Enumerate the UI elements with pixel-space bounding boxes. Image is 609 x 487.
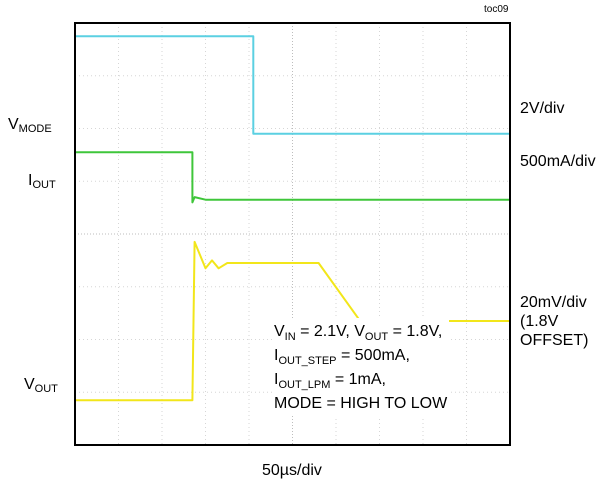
condition-text: = 2.1V, V <box>295 323 365 340</box>
condition-subscript: OUT_LPM <box>278 379 331 391</box>
iout-label: IOUT <box>28 172 56 191</box>
condition-text: I <box>274 371 279 388</box>
condition-line: IOUT_LPM = 1mA, <box>274 368 447 392</box>
condition-subscript: OUT_STEP <box>278 355 337 367</box>
condition-subscript: OUT <box>364 331 389 343</box>
condition-text: = 1mA, <box>330 371 386 388</box>
test-conditions: VIN = 2.1V, VOUT = 1.8V, IOUT_STEP = 500m… <box>272 318 450 416</box>
x-axis-label: 50µs/div <box>262 462 322 479</box>
condition-line: IOUT_STEP = 500mA, <box>274 344 447 368</box>
condition-text: = 1.8V, <box>388 323 443 340</box>
vmode-scale-label: 2V/div <box>520 100 565 117</box>
condition-subscript: IN <box>284 331 296 343</box>
plot-frame <box>74 22 511 446</box>
vout-scale-label: 20mV/div (1.8V OFFSET) <box>520 294 589 349</box>
figure-tag: toc09 <box>484 4 509 15</box>
condition-line: MODE = HIGH TO LOW <box>274 392 447 416</box>
iout-scale-label: 500mA/div <box>520 153 596 170</box>
condition-text: V <box>274 323 285 340</box>
condition-text: MODE = HIGH TO LOW <box>274 395 448 412</box>
condition-text: = 500mA, <box>336 347 410 364</box>
trace-i-out <box>75 151 510 204</box>
condition-text: I <box>274 347 279 364</box>
trace-v-mode <box>75 35 510 135</box>
vout-label: VOUT <box>24 376 58 395</box>
vmode-label: VMODE <box>8 116 52 135</box>
condition-line: VIN = 2.1V, VOUT = 1.8V, <box>274 320 447 344</box>
